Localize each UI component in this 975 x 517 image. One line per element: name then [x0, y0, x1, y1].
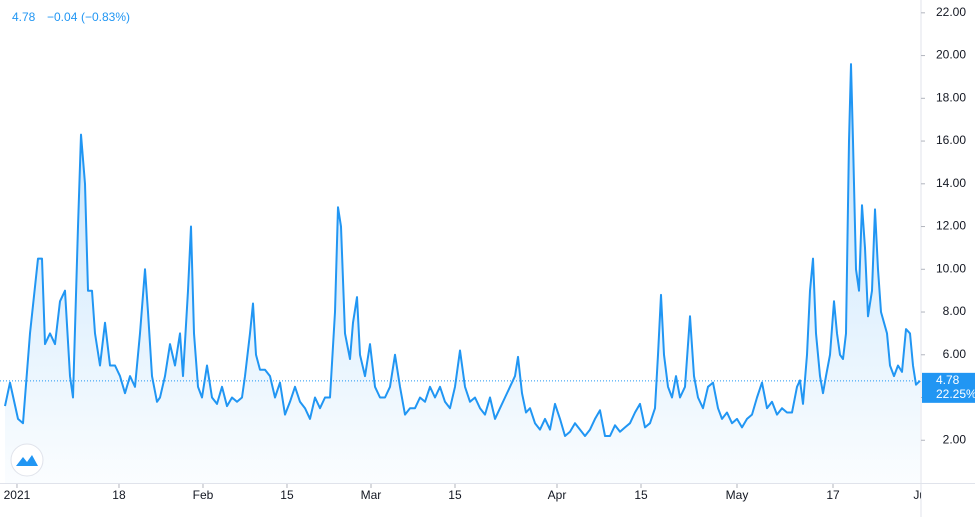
- legend-change-pct: (−0.83%): [81, 10, 130, 24]
- legend-value: 4.78: [12, 10, 36, 24]
- line: [4, 63, 921, 437]
- y-tick-label: 20.00: [936, 48, 966, 62]
- y-tick-label: 14.00: [936, 176, 966, 190]
- x-tick-label: 15: [634, 488, 648, 502]
- y-tick-label: 18.00: [936, 90, 966, 104]
- y-tick-label: 8.00: [943, 304, 967, 318]
- pct-label: 22.25%: [936, 387, 975, 401]
- area-fill: [5, 64, 920, 483]
- y-tick-label: 10.00: [936, 261, 966, 275]
- x-tick-label: 17: [826, 488, 840, 502]
- x-tick-label: Mar: [361, 488, 382, 502]
- legend-change: −0.04: [47, 10, 78, 24]
- y-tick-label: 6.00: [943, 347, 967, 361]
- x-tick-label: 15: [448, 488, 462, 502]
- price-label: 4.78: [936, 373, 960, 387]
- x-tick-label: Feb: [193, 488, 214, 502]
- y-tick-label: 16.00: [936, 133, 966, 147]
- x-tick-label: 2021: [4, 488, 31, 502]
- y-tick-label: 2.00: [943, 432, 967, 446]
- price-label-box: [922, 372, 975, 403]
- y-tick-label: 12.00: [936, 219, 966, 233]
- x-tick-label: Apr: [548, 488, 567, 502]
- x-tick-label: Jun: [913, 488, 932, 502]
- x-tick-label: May: [726, 488, 749, 502]
- y-tick-label: 22.00: [936, 5, 966, 19]
- logo[interactable]: [10, 443, 44, 477]
- x-tick-label: 15: [280, 488, 294, 502]
- x-tick-label: 18: [112, 488, 126, 502]
